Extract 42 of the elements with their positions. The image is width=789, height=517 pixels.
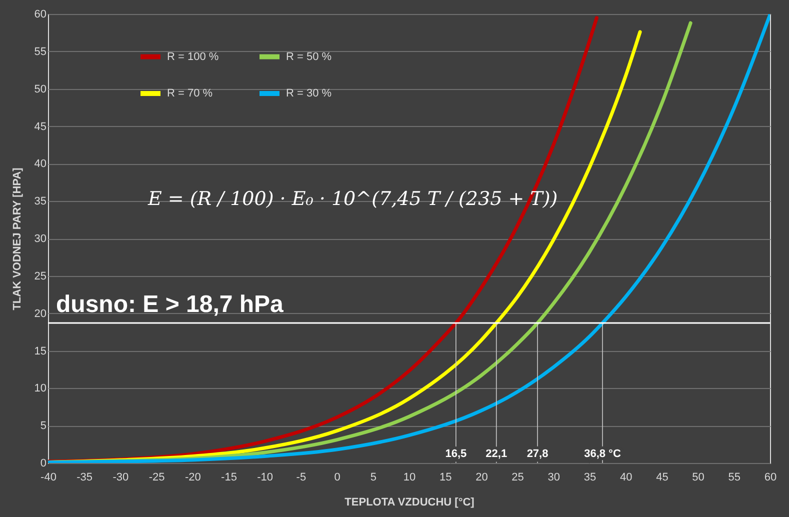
x-tick-label: 50 bbox=[692, 472, 704, 484]
x-tick-label: -20 bbox=[184, 472, 201, 484]
y-tick-label: 55 bbox=[34, 46, 46, 58]
x-tick-label: 25 bbox=[512, 472, 524, 484]
annotation: E = (R / 100) · E₀ · 10^(7,45 T / (235 + T)) bbox=[147, 188, 558, 210]
x-tick-label: -5 bbox=[296, 472, 306, 484]
y-tick-label: 60 bbox=[34, 8, 46, 20]
x-tick-label: -10 bbox=[257, 472, 274, 484]
x-tick-label: 5 bbox=[370, 472, 376, 484]
y-tick-label: 30 bbox=[34, 233, 46, 245]
x-tick-label: 60 bbox=[764, 472, 777, 484]
y-tick-label: 0 bbox=[40, 458, 46, 470]
x-tick-label: 0 bbox=[334, 472, 340, 484]
x-tick-label: 10 bbox=[403, 472, 416, 484]
x-axis-title: TEPLOTA VZDUCHU [°C] bbox=[344, 496, 475, 508]
x-tick-label: -25 bbox=[148, 472, 165, 484]
legend-label: R = 100 % bbox=[167, 50, 219, 63]
y-axis-title: TLAK VODNEJ PARY [HPA] bbox=[11, 167, 24, 310]
ref-line-label: dusno: E > 18,7 hPa bbox=[56, 291, 284, 318]
x-tick-label: 40 bbox=[620, 472, 632, 484]
y-tick-label: 15 bbox=[34, 345, 46, 358]
x-tick-label: -30 bbox=[112, 472, 129, 484]
x-tick-label: -15 bbox=[221, 472, 237, 484]
legend-label: R = 50 % bbox=[286, 50, 332, 63]
y-tick-label: 50 bbox=[34, 83, 46, 96]
y-tick-label: 35 bbox=[34, 196, 46, 208]
y-tick-label: 40 bbox=[34, 158, 46, 170]
x-tick-label: -35 bbox=[76, 472, 93, 484]
legend-label: R = 30 % bbox=[286, 88, 332, 100]
x-tick-label: 15 bbox=[439, 472, 452, 484]
x-tick-label: 45 bbox=[656, 472, 668, 484]
y-tick-label: 45 bbox=[34, 120, 46, 133]
y-tick-label: 20 bbox=[34, 308, 46, 320]
x-tick-label: -40 bbox=[40, 472, 56, 484]
y-tick-label: 5 bbox=[40, 420, 46, 432]
x-tick-label: 20 bbox=[476, 472, 488, 484]
x-tick-label: 35 bbox=[584, 472, 596, 484]
x-tick-label: 55 bbox=[728, 472, 741, 484]
y-tick-label: 10 bbox=[34, 382, 46, 395]
y-tick-label: 25 bbox=[34, 270, 46, 282]
legend-label: R = 70 % bbox=[167, 88, 213, 100]
x-tick-label: 30 bbox=[548, 472, 560, 484]
